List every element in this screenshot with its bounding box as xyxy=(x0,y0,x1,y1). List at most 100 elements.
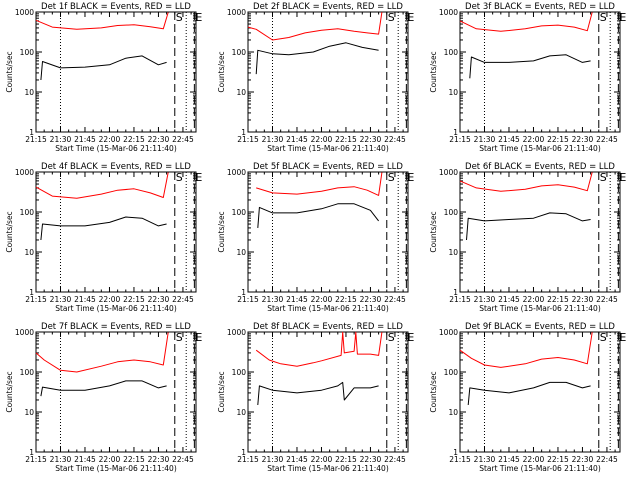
x-tick-label: 22:15 xyxy=(335,295,357,304)
plot-frame xyxy=(35,171,197,293)
x-tick-label: 22:45 xyxy=(596,455,618,464)
series-line-black-events xyxy=(469,54,591,79)
x-tick-label: 21:15 xyxy=(25,135,47,144)
x-axis-label: Start Time (15-Mar-06 21:11:40) xyxy=(479,304,601,313)
chart-panel-6: Det 6f BLACK = Events, RED = LLD 1 10 100 10… xyxy=(429,162,626,313)
y-tick-label: 100 xyxy=(20,208,35,217)
chart-panel-7: Det 7f BLACK = Events, RED = LLD 1 10 100 10… xyxy=(5,322,202,473)
x-tick-label: 22:30 xyxy=(360,455,382,464)
x-tick-label: 21:45 xyxy=(286,455,308,464)
x-tick-label: 21:45 xyxy=(74,455,96,464)
series-line-red-lld xyxy=(35,172,169,199)
y-tick-label: 100 xyxy=(232,368,247,377)
y-tick-label: 1000 xyxy=(15,328,34,337)
x-tick-label: 22:45 xyxy=(384,455,406,464)
plot-frame xyxy=(35,331,197,453)
y-tick-label: 10 xyxy=(24,88,34,97)
y-tick-label: 1000 xyxy=(439,168,458,177)
y-tick-label: 100 xyxy=(20,368,35,377)
plot-frame xyxy=(247,171,409,293)
x-tick-label: 21:15 xyxy=(449,135,471,144)
chart-title: Det 5f BLACK = Events, RED = LLD xyxy=(253,162,403,172)
y-axis-label: Counts/sec xyxy=(5,371,14,412)
y-tick-label: 1 xyxy=(453,128,458,137)
chart-panel-5: Det 5f BLACK = Events, RED = LLD 1 10 100 10… xyxy=(217,162,414,313)
marker-label: E xyxy=(407,171,414,184)
marker-label: S xyxy=(176,11,183,24)
y-tick-label: 10 xyxy=(24,248,34,257)
x-tick-label: 21:30 xyxy=(262,135,284,144)
chart-title: Det 7f BLACK = Events, RED = LLD xyxy=(41,322,191,332)
x-tick-label: 22:15 xyxy=(547,135,569,144)
y-tick-label: 10 xyxy=(448,408,458,417)
chart-title: Det 3f BLACK = Events, RED = LLD xyxy=(465,2,615,12)
y-tick-label: 1000 xyxy=(439,328,458,337)
x-tick-label: 22:30 xyxy=(572,455,594,464)
plot-frame xyxy=(459,171,621,293)
series-line-black-events xyxy=(40,380,167,397)
y-axis-label: Counts/sec xyxy=(217,211,226,252)
y-tick-label: 1000 xyxy=(15,168,34,177)
x-axis-label: Start Time (15-Mar-06 21:11:40) xyxy=(267,144,389,153)
x-tick-label: 21:45 xyxy=(286,135,308,144)
y-tick-label: 1 xyxy=(453,288,458,297)
x-tick-label: 21:45 xyxy=(498,295,520,304)
chart-title: Det 6f BLACK = Events, RED = LLD xyxy=(465,162,615,172)
marker-label: S xyxy=(176,331,183,344)
series-line-black-events xyxy=(257,203,379,228)
x-tick-label: 22:00 xyxy=(523,455,545,464)
marker-label: E xyxy=(195,171,202,184)
x-tick-label: 21:15 xyxy=(25,295,47,304)
plot-frame xyxy=(459,11,621,133)
x-tick-label: 22:15 xyxy=(335,455,357,464)
y-tick-label: 10 xyxy=(236,248,246,257)
x-axis-label: Start Time (15-Mar-06 21:11:40) xyxy=(55,144,177,153)
marker-label: E xyxy=(407,11,414,24)
y-tick-label: 100 xyxy=(232,48,247,57)
marker-label: E xyxy=(619,171,626,184)
x-axis-label: Start Time (15-Mar-06 21:11:40) xyxy=(267,304,389,313)
marker-label: E xyxy=(195,11,202,24)
x-tick-label: 21:30 xyxy=(474,135,496,144)
x-axis-label: Start Time (15-Mar-06 21:11:40) xyxy=(267,464,389,473)
marker-label: S xyxy=(176,171,183,184)
series-line-red-lld xyxy=(459,332,593,368)
x-tick-label: 22:45 xyxy=(172,455,194,464)
x-tick-label: 22:30 xyxy=(572,135,594,144)
plot-frame xyxy=(247,11,409,133)
y-tick-label: 10 xyxy=(448,248,458,257)
marker-label: E xyxy=(407,331,414,344)
x-tick-label: 21:45 xyxy=(286,295,308,304)
y-tick-label: 10 xyxy=(24,408,34,417)
y-tick-label: 1000 xyxy=(227,328,246,337)
y-axis-label: Counts/sec xyxy=(5,211,14,252)
series-line-black-events xyxy=(255,42,379,75)
x-tick-label: 22:00 xyxy=(99,455,121,464)
y-tick-label: 1 xyxy=(29,288,34,297)
y-tick-label: 1 xyxy=(29,128,34,137)
y-axis-label: Counts/sec xyxy=(217,51,226,92)
x-tick-label: 22:00 xyxy=(311,455,333,464)
x-tick-label: 22:00 xyxy=(311,135,333,144)
x-tick-label: 22:45 xyxy=(384,135,406,144)
y-tick-label: 1000 xyxy=(227,8,246,17)
marker-label: E xyxy=(619,331,626,344)
chart-panel-4: Det 4f BLACK = Events, RED = LLD 1 10 100 10… xyxy=(5,162,202,313)
series-line-black-events xyxy=(257,381,379,406)
x-tick-label: 22:45 xyxy=(596,135,618,144)
marker-label: S xyxy=(388,171,395,184)
x-tick-label: 21:30 xyxy=(262,295,284,304)
series-line-black-events xyxy=(40,216,167,241)
x-tick-label: 21:30 xyxy=(50,295,72,304)
x-tick-label: 21:30 xyxy=(474,455,496,464)
x-tick-label: 21:45 xyxy=(498,455,520,464)
x-tick-label: 21:15 xyxy=(237,295,259,304)
series-line-black-events xyxy=(40,55,167,81)
x-axis-label: Start Time (15-Mar-06 21:11:40) xyxy=(55,464,177,473)
x-tick-label: 21:45 xyxy=(74,135,96,144)
series-line-red-lld xyxy=(255,331,383,367)
x-tick-label: 22:00 xyxy=(523,295,545,304)
x-tick-label: 22:30 xyxy=(360,135,382,144)
plot-frame xyxy=(459,331,621,453)
x-tick-label: 21:15 xyxy=(449,295,471,304)
